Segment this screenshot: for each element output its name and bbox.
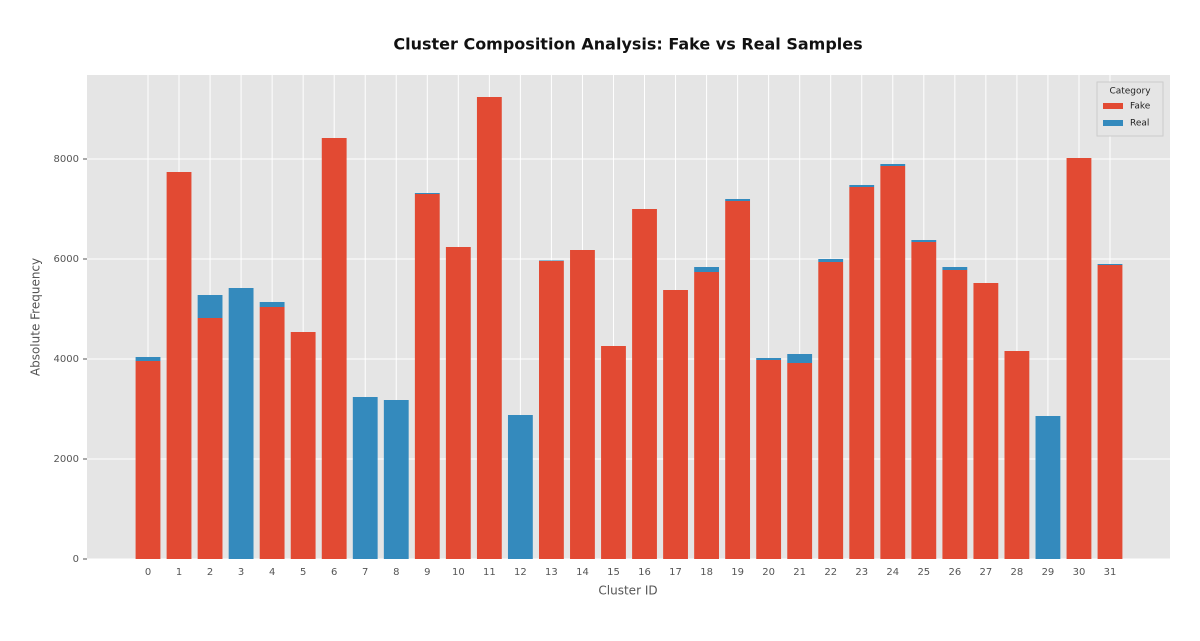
x-tick-label: 10 — [452, 567, 465, 578]
legend-label: Fake — [1130, 102, 1151, 112]
bar-segment — [352, 397, 378, 559]
x-tick-label: 0 — [145, 567, 151, 578]
x-tick-label: 31 — [1104, 567, 1117, 578]
bar-segment — [197, 295, 223, 318]
bar-segment — [973, 283, 999, 559]
x-tick-label: 20 — [762, 567, 775, 578]
x-tick-label: 14 — [576, 567, 589, 578]
bar-segment — [725, 199, 751, 201]
legend: Category Fake Real — [1096, 81, 1164, 137]
bar-segment — [1004, 351, 1030, 559]
x-tick-label: 13 — [545, 567, 558, 578]
bar-segment — [539, 260, 564, 261]
bar-segment — [818, 262, 844, 559]
bar-segment — [1066, 158, 1092, 559]
y-tick-label: 8000 — [54, 154, 79, 165]
x-tick-label: 4 — [269, 567, 275, 578]
bar-segment — [414, 194, 440, 559]
x-tick-label: 27 — [980, 567, 993, 578]
bar-segment — [570, 250, 595, 559]
y-tick-label: 6000 — [54, 254, 79, 265]
bar-segment — [787, 354, 813, 363]
legend-label: Real — [1130, 119, 1149, 129]
x-tick-label: 12 — [514, 567, 527, 578]
x-tick-label: 26 — [948, 567, 961, 578]
x-tick-label: 3 — [238, 567, 244, 578]
x-tick-label: 2 — [207, 567, 213, 578]
bar-segment — [880, 164, 906, 166]
bar-segment — [880, 166, 906, 559]
x-tick-label: 24 — [886, 567, 899, 578]
bar-segment — [228, 288, 254, 559]
bar-segment — [539, 261, 564, 559]
bar-segment — [1097, 265, 1123, 559]
x-tick-label: 23 — [855, 567, 868, 578]
bar-segment — [663, 290, 688, 559]
x-tick-label: 29 — [1042, 567, 1055, 578]
bar-segment — [725, 201, 751, 559]
bar-segment — [632, 209, 657, 559]
bar-segment — [1035, 416, 1061, 559]
bar-segment — [694, 272, 719, 559]
y-axis-label: Absolute Frequency — [29, 258, 43, 376]
bar-segment — [414, 193, 440, 194]
legend-title: Category — [1109, 87, 1151, 97]
x-axis-label: Cluster ID — [598, 584, 657, 598]
bar-segment — [694, 267, 719, 272]
bar-segment — [166, 172, 192, 559]
bar-segment — [476, 97, 502, 559]
x-tick-label: 17 — [669, 567, 682, 578]
x-tick-label: 8 — [393, 567, 399, 578]
bar-segment — [259, 302, 285, 307]
bar-segment — [259, 307, 285, 559]
bar-segment — [942, 270, 968, 559]
y-tick-label: 0 — [73, 554, 79, 565]
x-tick-label: 11 — [483, 567, 496, 578]
y-tick-label: 2000 — [54, 454, 79, 465]
bar-segment — [818, 259, 844, 262]
y-tick-label: 4000 — [54, 354, 79, 365]
chart-title: Cluster Composition Analysis: Fake vs Re… — [393, 35, 862, 54]
bar-segment — [849, 187, 875, 559]
x-tick-label: 19 — [731, 567, 744, 578]
bar-segment — [290, 332, 316, 559]
x-tick-label: 18 — [700, 567, 713, 578]
x-tick-label: 30 — [1073, 567, 1086, 578]
bar-segment — [911, 240, 937, 242]
bar-segment — [135, 357, 161, 361]
x-tick-label: 16 — [638, 567, 651, 578]
bar-segment — [197, 318, 223, 559]
bar-segment — [601, 346, 626, 559]
x-tick-label: 25 — [917, 567, 930, 578]
x-tick-label: 1 — [176, 567, 182, 578]
x-tick-label: 22 — [824, 567, 837, 578]
bar-segment — [756, 360, 782, 559]
legend-swatch — [1103, 120, 1123, 126]
bar-segment — [321, 138, 347, 559]
x-tick-label: 28 — [1011, 567, 1024, 578]
bar-segment — [756, 358, 782, 360]
bar-segment — [383, 400, 409, 559]
bar-segment — [787, 363, 813, 559]
bar-segment — [445, 247, 471, 559]
x-tick-label: 6 — [331, 567, 337, 578]
legend-swatch — [1103, 103, 1123, 109]
x-tick-label: 15 — [607, 567, 620, 578]
bar-segment — [849, 185, 875, 187]
x-tick-label: 5 — [300, 567, 306, 578]
bar-segment — [942, 267, 968, 270]
bar-segment — [1097, 264, 1123, 265]
x-tick-label: 21 — [793, 567, 806, 578]
bar-segment — [911, 242, 937, 559]
x-tick-label: 9 — [424, 567, 430, 578]
bar-segment — [135, 361, 161, 559]
bar-segment — [507, 415, 533, 559]
x-tick-label: 7 — [362, 567, 368, 578]
